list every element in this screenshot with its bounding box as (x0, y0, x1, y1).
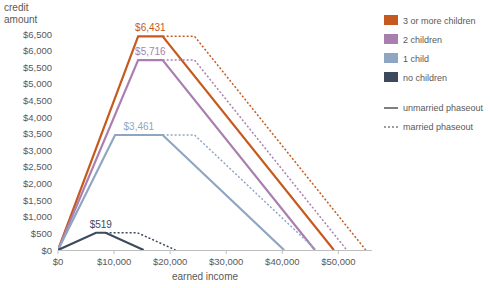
x-tick (226, 250, 227, 254)
y-tick-label: $3,000 (23, 145, 52, 156)
legend-swatch (384, 72, 398, 82)
x-axis-label: earned income (172, 271, 239, 282)
legend-label: 2 children (403, 35, 442, 45)
series-line (106, 233, 176, 250)
legend-swatch (384, 34, 398, 44)
y-axis-label-line: amount (4, 14, 38, 25)
x-tick-label: $40,000 (265, 256, 299, 267)
annotation: $519 (90, 219, 113, 230)
legend-swatch (384, 53, 398, 63)
chart: creditamount $0 $500 $1,000 $1,500 $2,000 $2,5… (0, 0, 490, 288)
plot-area (58, 36, 366, 250)
x-tick-label: $0 (53, 256, 64, 267)
annotation: $5,716 (135, 46, 166, 57)
y-tick-label: $2,000 (23, 178, 52, 189)
legend-swatch (384, 15, 398, 25)
series-line (58, 36, 334, 250)
legend-label: unmarried phaseout (403, 103, 484, 113)
series-line (163, 36, 366, 250)
y-tick-label: $4,500 (23, 95, 52, 106)
series-line (58, 135, 284, 250)
x-tick-label: $30,000 (209, 256, 243, 267)
annotation: $3,461 (124, 121, 155, 132)
x-tick-label: $50,000 (321, 256, 355, 267)
x-tick (170, 250, 171, 254)
legend-line-sample (384, 107, 398, 109)
legend: 3 or more children 2 children 1 child no ch… (384, 15, 484, 132)
x-tick (282, 250, 283, 254)
y-tick-label: $1,000 (23, 211, 52, 222)
y-tick-label: $2,500 (23, 161, 52, 172)
series-line (58, 233, 144, 250)
x-tick (114, 250, 115, 254)
x-tick (58, 250, 59, 254)
y-tick-label: $500 (31, 228, 52, 239)
series-line (163, 135, 316, 250)
y-tick-label: $0 (41, 245, 52, 256)
y-tick-label: $3,500 (23, 128, 52, 139)
y-tick-label: $5,500 (23, 62, 52, 73)
x-axis-line (58, 250, 372, 251)
legend-label: married phaseout (403, 122, 474, 132)
y-tick-label: $6,500 (23, 29, 52, 40)
y-tick-label: $6,000 (23, 45, 52, 56)
legend-label: 3 or more children (403, 16, 476, 26)
legend-label: no children (403, 73, 447, 83)
x-tick-label: $20,000 (153, 256, 187, 267)
x-tick-label: $10,000 (97, 256, 131, 267)
legend-label: 1 child (403, 54, 429, 64)
annotation: $6,431 (135, 22, 166, 33)
y-axis-label: creditamount (4, 2, 38, 25)
legend-line-sample (384, 126, 398, 128)
x-tick (338, 250, 339, 254)
y-tick-label: $1,500 (23, 195, 52, 206)
y-tick-label: $4,000 (23, 112, 52, 123)
y-axis-label-line: credit (4, 2, 29, 13)
series-line (58, 60, 315, 250)
y-tick-label: $5,000 (23, 78, 52, 89)
